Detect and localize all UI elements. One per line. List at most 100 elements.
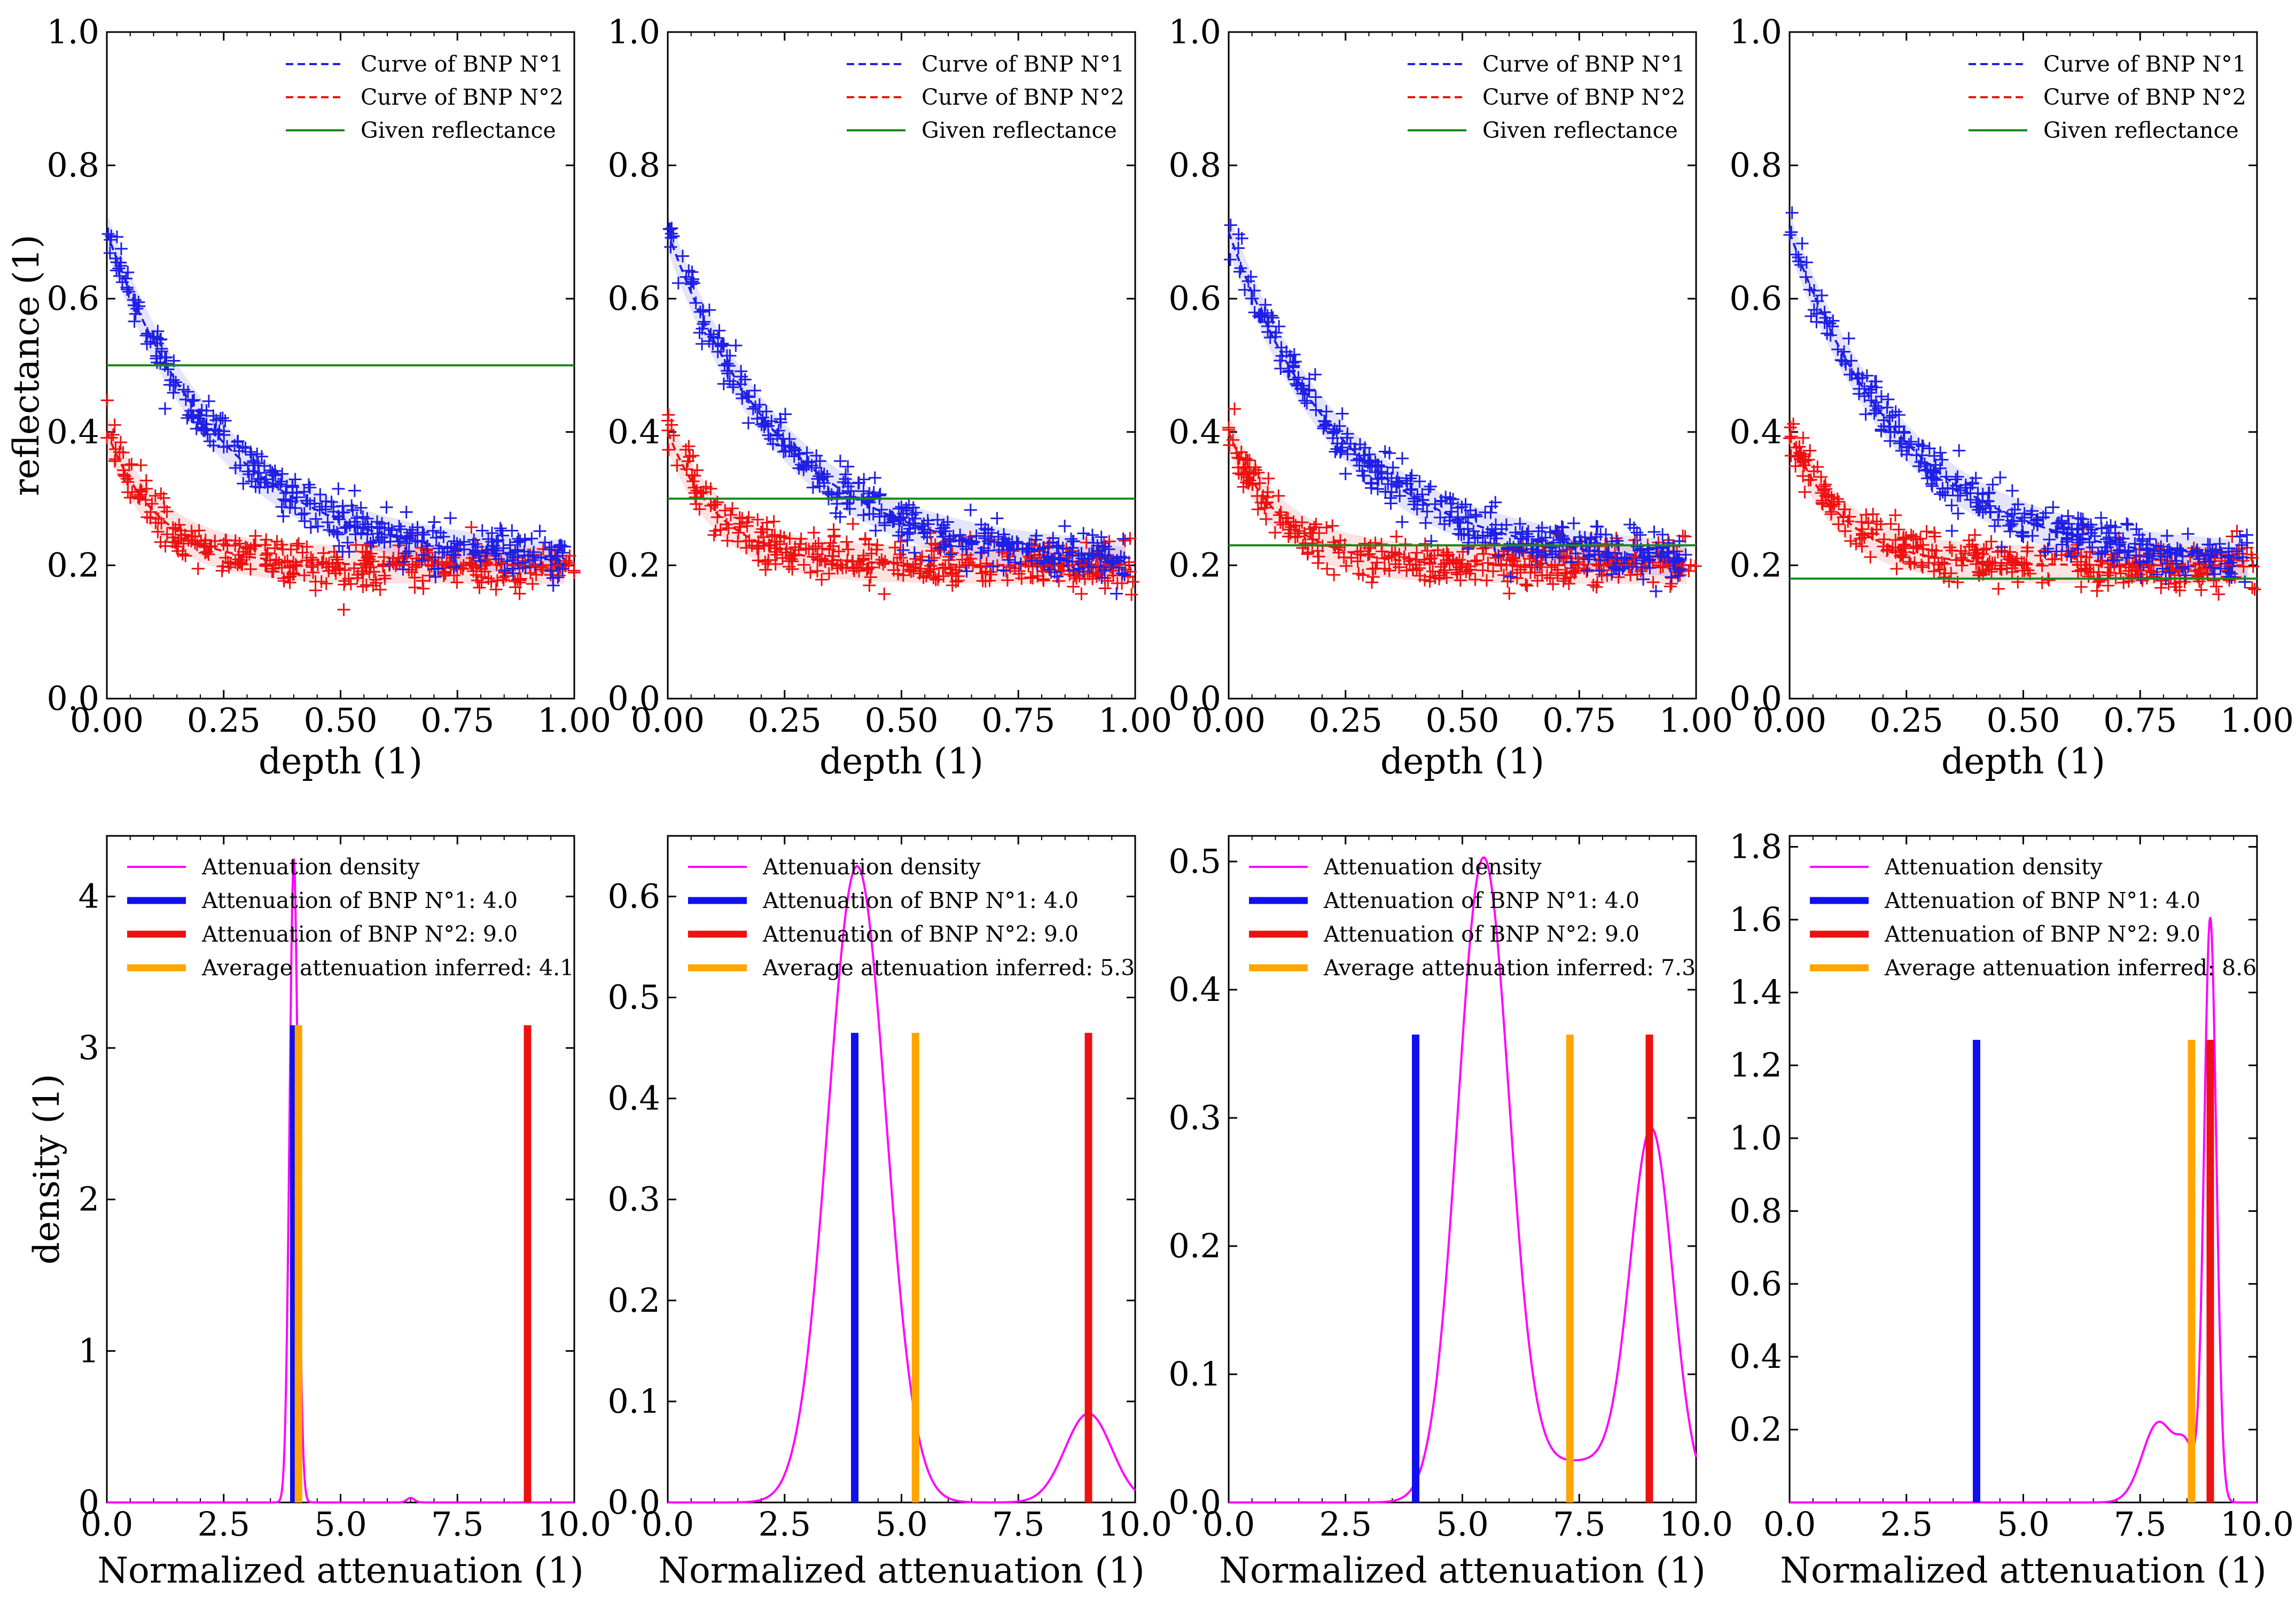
bnp1-uncertainty-band	[668, 213, 1126, 577]
x-tick-label: 0.00	[70, 701, 144, 740]
legend-label: Attenuation of BNP N°1: 4.0	[1884, 888, 2200, 913]
attenuation-panel-2: 0.0 2.5 5.0 7.5 10.0 0.0 0.1 0.2 0.3 0.4 0.5 0.6 Att…	[607, 835, 1172, 1591]
legend-label: Curve of BNP N°2	[921, 84, 1124, 110]
y-tick-label: 0.5	[1168, 842, 1221, 881]
legend-label: Attenuation of BNP N°1: 4.0	[1323, 888, 1639, 913]
y-tick-label: 1.4	[1729, 973, 1782, 1012]
reflectance-panel-4: 0.00 0.25 0.50 0.75 1.00 0.0 0.2 0.4 0.6 0.8 1.0 Cu…	[1729, 12, 2294, 782]
legend-label: Given reflectance	[1482, 118, 1678, 143]
x-tick-label: 0.00	[1192, 701, 1266, 740]
x-tick-label: 0.75	[981, 701, 1055, 740]
bnp2-curve	[106, 432, 565, 567]
legend-label: Attenuation of BNP N°1: 4.0	[201, 888, 518, 913]
y-tick-label: 0.1	[607, 1382, 660, 1421]
legend-label: Curve of BNP N°1	[2043, 51, 2246, 77]
x-tick-label: 2.5	[758, 1505, 811, 1544]
y-tick-label: 0.4	[1168, 970, 1221, 1009]
x-axis-label: Normalized attenuation (1)	[658, 1550, 1144, 1591]
y-tick-label: 1	[79, 1331, 99, 1370]
legend-label: Average attenuation inferred: 7.3	[1323, 955, 1696, 981]
bnp2-scatter-points	[100, 394, 581, 616]
y-tick-label: 0.8	[607, 146, 660, 185]
y-tick-label: 0.2	[607, 1281, 660, 1320]
bnp1-curve	[667, 231, 1126, 560]
y-tick-label: 0.6	[1168, 279, 1221, 318]
x-tick-label: 7.5	[992, 1505, 1045, 1544]
y-tick-label: 0.6	[46, 279, 99, 318]
legend-label: Attenuation density	[1884, 854, 2103, 880]
bnp1-curve	[1789, 231, 2248, 560]
y-tick-label: 0.8	[1729, 146, 1782, 185]
y-axis-label-top: reflectance (1)	[6, 234, 47, 496]
legend-label: Curve of BNP N°1	[921, 51, 1124, 77]
reflectance-panel-1: 0.00 0.25 0.50 0.75 1.00 0.0 0.2 0.4 0.6 0.8 1.0 Cu…	[46, 12, 611, 782]
legend-label: Average attenuation inferred: 4.1	[201, 955, 574, 981]
y-tick-label: 1.0	[1729, 1118, 1782, 1157]
bnp2-curve	[1228, 432, 1687, 567]
x-tick-label: 0.00	[1753, 701, 1826, 740]
bnp1-scatter-points	[1224, 218, 1692, 598]
reflectance-panel-3: 0.00 0.25 0.50 0.75 1.00 0.0 0.2 0.4 0.6 0.8 1.0 Cu…	[1168, 12, 1733, 782]
x-tick-label: 5.0	[875, 1505, 928, 1544]
legend-label: Given reflectance	[921, 118, 1117, 143]
x-tick-label: 0.50	[1986, 701, 2060, 740]
y-tick-label: 0.6	[1729, 279, 1782, 318]
y-tick-label: 0.5	[607, 978, 660, 1017]
legend-label: Given reflectance	[2043, 118, 2239, 143]
legend-label: Curve of BNP N°2	[2043, 84, 2246, 110]
x-tick-label: 0.0	[642, 1505, 694, 1544]
x-tick-label: 7.5	[2114, 1505, 2167, 1544]
x-tick-label: 0.50	[864, 701, 938, 740]
bnp2-uncertainty-band	[107, 413, 565, 584]
attenuation-density-curve	[107, 858, 574, 1504]
x-axis-label: depth (1)	[1941, 741, 2105, 782]
x-axis-label: Normalized attenuation (1)	[1780, 1550, 2266, 1591]
x-tick-label: 0.25	[1309, 701, 1383, 740]
legend-label: Curve of BNP N°1	[361, 51, 564, 77]
y-tick-label: 0.2	[1168, 1226, 1221, 1265]
legend-label: Attenuation of BNP N°2: 9.0	[201, 921, 518, 947]
x-tick-label: 0.0	[81, 1505, 134, 1544]
bnp2-curve	[1789, 432, 2248, 567]
bnp2-uncertainty-band	[1229, 413, 1687, 584]
legend-label: Curve of BNP N°2	[361, 84, 564, 110]
x-tick-label: 10.0	[1098, 1505, 1172, 1544]
x-tick-label: 1.00	[537, 701, 611, 740]
x-tick-label: 0.75	[2103, 701, 2177, 740]
legend-label: Attenuation density	[762, 854, 981, 880]
y-tick-label: 1.0	[1168, 12, 1221, 51]
x-tick-label: 1.00	[2220, 701, 2294, 740]
x-tick-label: 0.0	[1763, 1505, 1816, 1544]
legend-label: Attenuation of BNP N°2: 9.0	[762, 921, 1079, 947]
x-axis-label: depth (1)	[259, 741, 423, 782]
x-tick-label: 0.25	[748, 701, 822, 740]
y-tick-label: 0.4	[607, 412, 660, 451]
y-tick-label: 0.4	[1729, 1337, 1782, 1376]
y-tick-label: 0.0	[1168, 679, 1221, 718]
x-axis-label: depth (1)	[819, 741, 983, 782]
x-tick-label: 10.0	[2220, 1505, 2294, 1544]
bnp1-curve	[1228, 231, 1687, 560]
attenuation-density-curve	[1229, 856, 1697, 1504]
attenuation-density-curve	[668, 865, 1136, 1504]
y-tick-label: 0.6	[1729, 1264, 1782, 1303]
legend-label: Attenuation density	[1323, 854, 1542, 880]
y-tick-label: 1.8	[1729, 827, 1782, 866]
legend-label: Average attenuation inferred: 8.6	[1884, 955, 2256, 981]
y-tick-label: 0.8	[1729, 1191, 1782, 1230]
y-tick-label: 0.3	[1168, 1098, 1221, 1137]
y-tick-label: 4	[79, 876, 99, 915]
bnp1-curve	[106, 231, 565, 560]
x-tick-label: 2.5	[1319, 1505, 1372, 1544]
x-axis-label: Normalized attenuation (1)	[1219, 1550, 1705, 1591]
y-tick-label: 0.4	[1729, 412, 1782, 451]
y-tick-label: 0.4	[46, 412, 99, 451]
attenuation-panel-1: 0.0 2.5 5.0 7.5 10.0 0 1 2 3 4 Attenuation density…	[79, 835, 611, 1591]
y-tick-label: 0.0	[607, 679, 660, 718]
y-axis-label-bottom: density (1)	[26, 1074, 67, 1264]
legend-label: Attenuation density	[201, 854, 420, 880]
legend-label: Curve of BNP N°1	[1482, 51, 1685, 77]
legend-label: Attenuation of BNP N°1: 4.0	[762, 888, 1079, 913]
y-tick-label: 0.4	[607, 1079, 660, 1118]
y-tick-label: 0.0	[607, 1483, 660, 1522]
